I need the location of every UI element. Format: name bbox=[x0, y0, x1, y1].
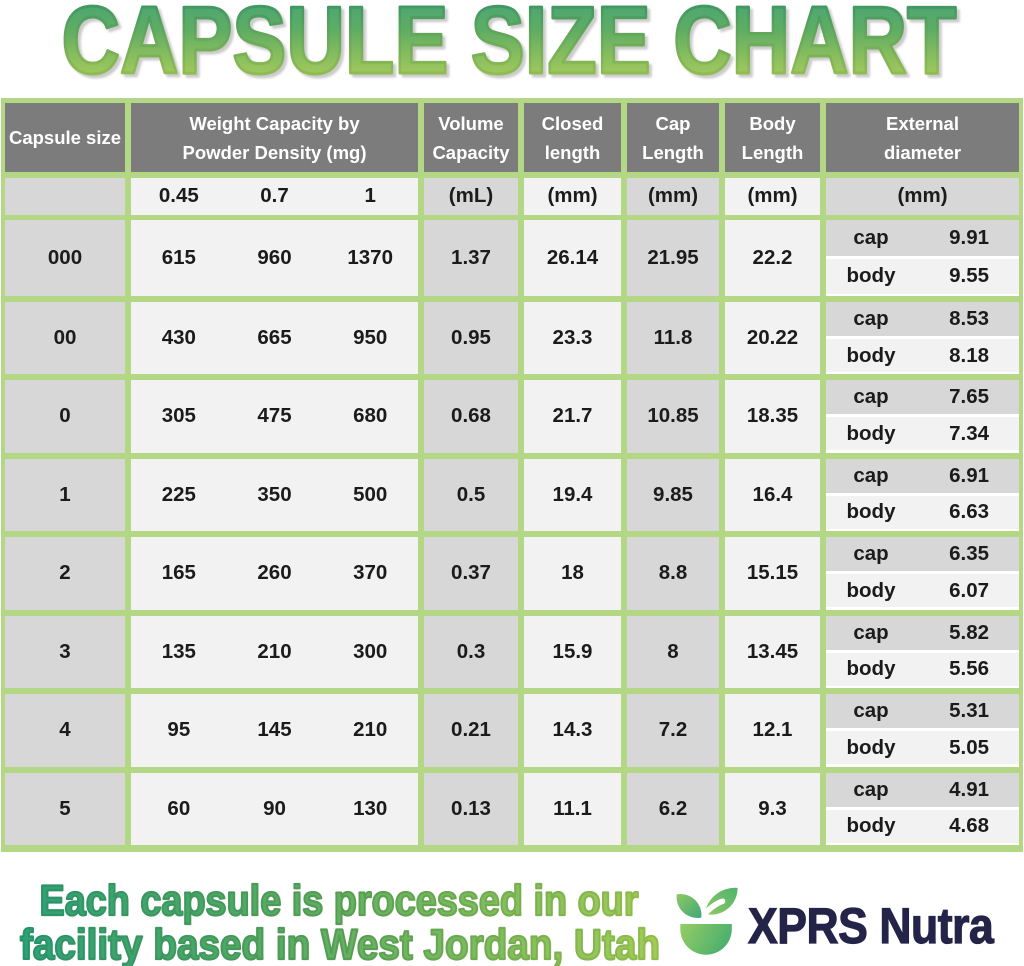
svg-text:facility based in West Jordan,: facility based in West Jordan, Utah bbox=[20, 922, 660, 966]
svg-text:CAPSULE SIZE CHART: CAPSULE SIZE CHART bbox=[62, 0, 957, 94]
svg-text:Each capsule is processed in o: Each capsule is processed in our bbox=[40, 878, 639, 925]
